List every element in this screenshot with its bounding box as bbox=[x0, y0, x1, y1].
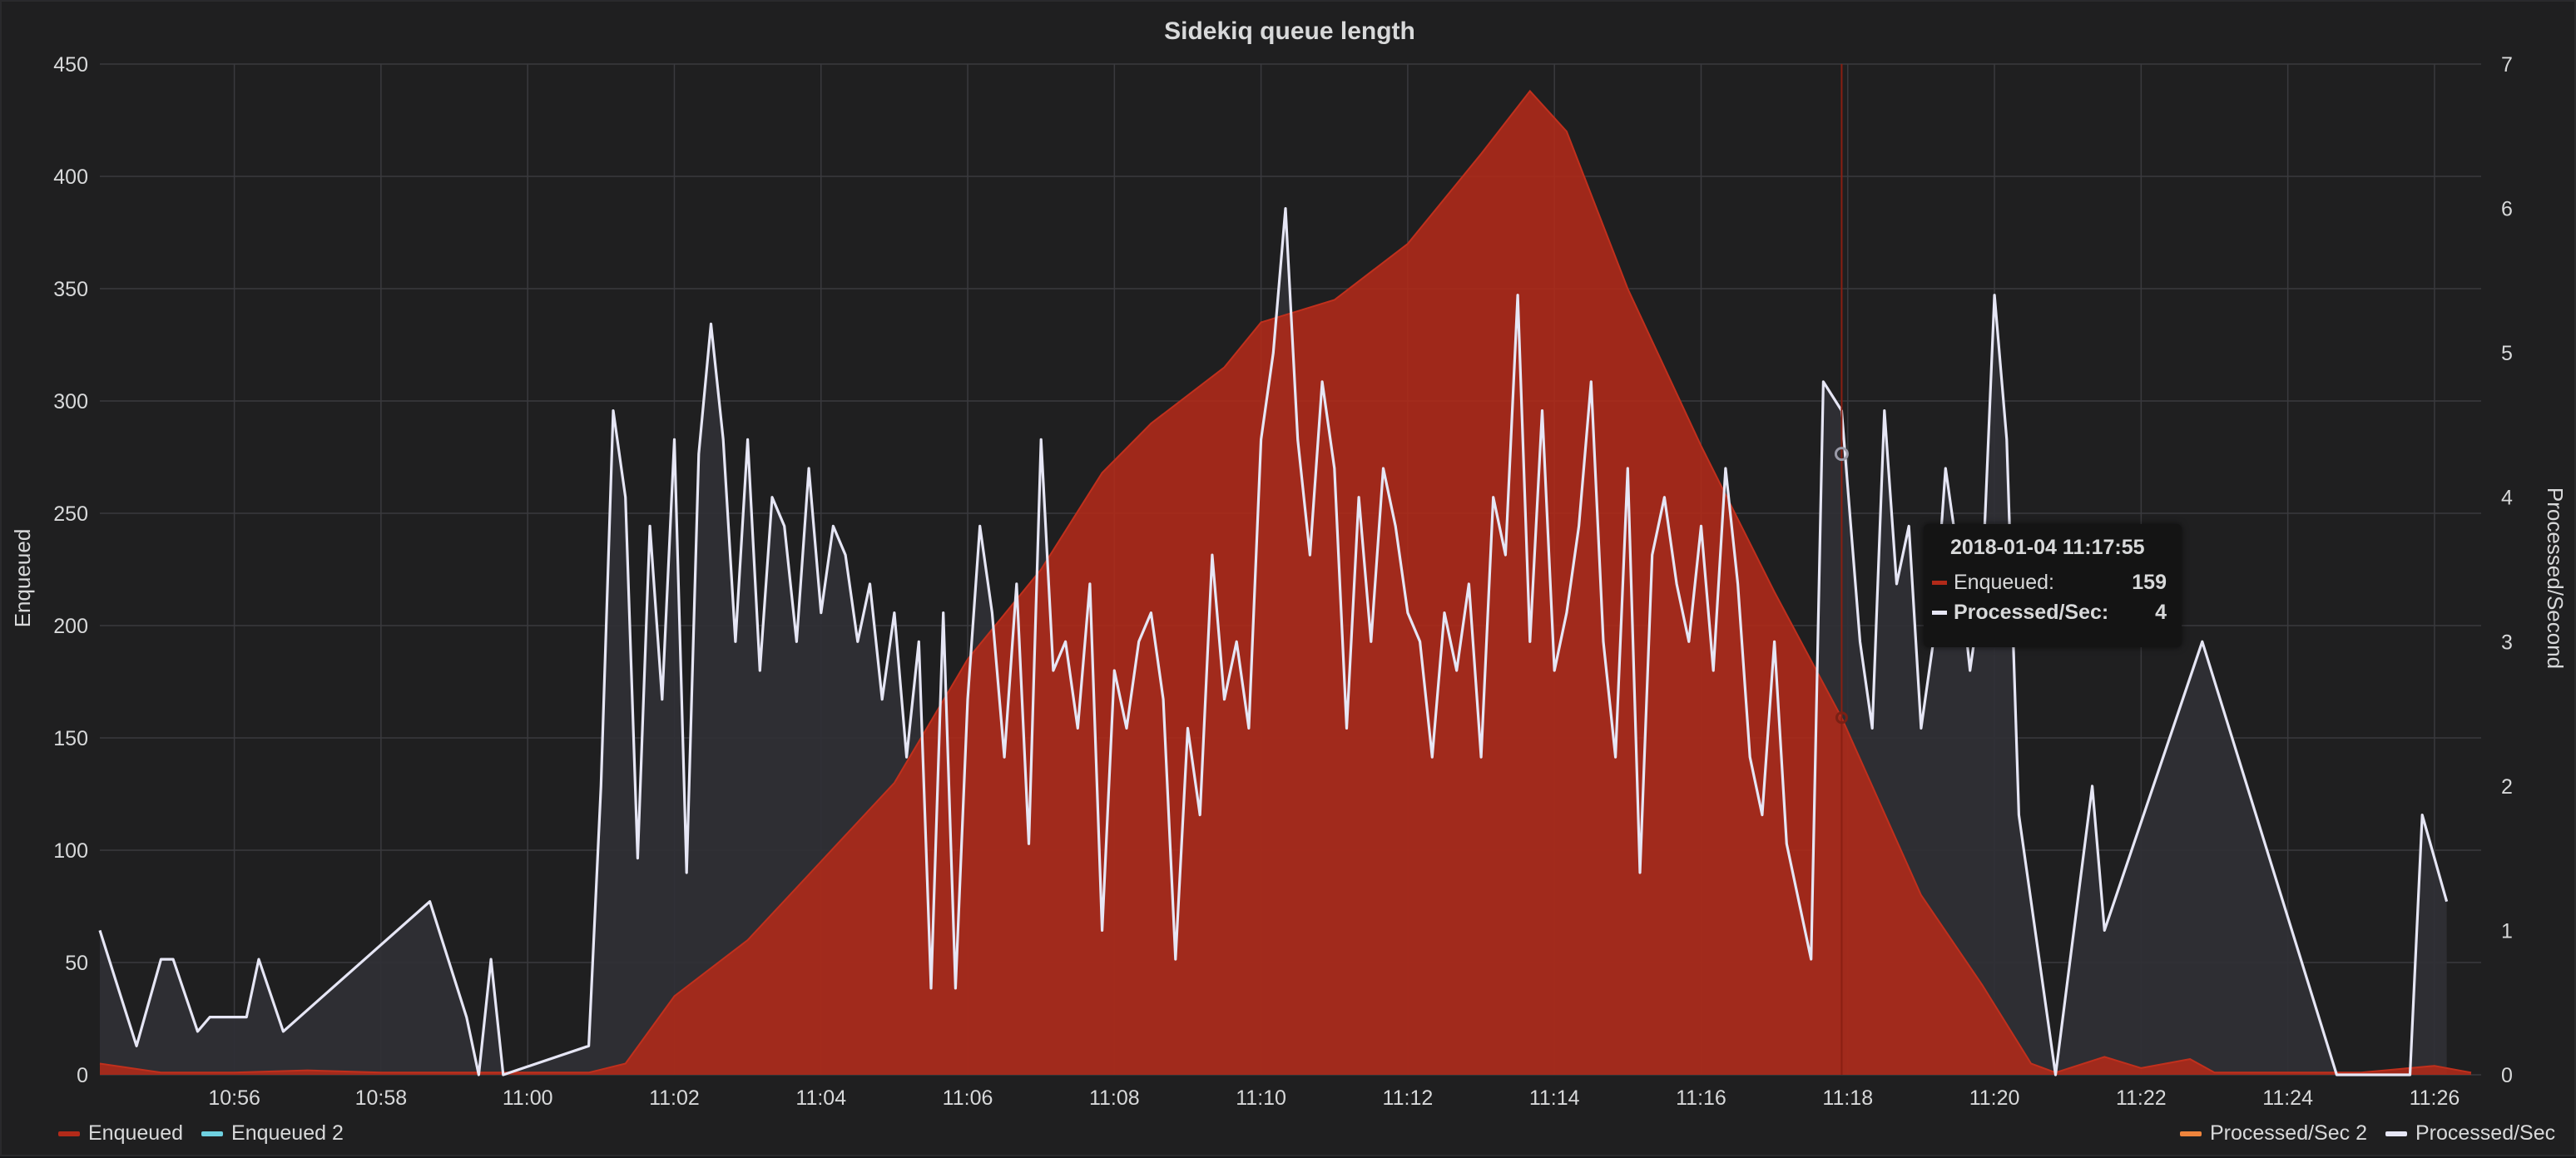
legend-right: Processed/Sec 2 Processed/Sec bbox=[2180, 1121, 2555, 1146]
hover-marker-enqueued bbox=[1835, 711, 1848, 725]
axis-ticks: 0 50 100 150 200 250 300 350 400 450 0 1 2 3 4 5 6 7 10:56… bbox=[53, 53, 2513, 1110]
y-tick-label-right: 5 bbox=[2501, 342, 2513, 365]
legend-item-enqueued[interactable]: Enqueued bbox=[58, 1121, 183, 1146]
legend-label: Enqueued bbox=[88, 1121, 184, 1145]
legend-label: Processed/Sec bbox=[2415, 1121, 2556, 1145]
y-tick-label-right: 3 bbox=[2501, 631, 2513, 654]
legend-swatch bbox=[58, 1131, 80, 1136]
tooltip-series-value: 159 bbox=[2132, 570, 2167, 594]
x-tick-label: 11:16 bbox=[1676, 1086, 1726, 1110]
tooltip-row-processed: Processed/Sec: 4 bbox=[1932, 599, 2167, 626]
x-tick-label: 11:04 bbox=[795, 1086, 846, 1110]
x-tick-label: 11:10 bbox=[1236, 1086, 1286, 1110]
legend-item-processed-sec[interactable]: Processed/Sec bbox=[2385, 1121, 2555, 1146]
x-tick-label: 11:00 bbox=[503, 1086, 553, 1110]
x-tick-label: 11:24 bbox=[2262, 1086, 2313, 1110]
tooltip-swatch bbox=[1932, 580, 1947, 585]
y-tick-label-left: 300 bbox=[53, 390, 88, 413]
processed-sec-line bbox=[98, 207, 2449, 1076]
y-tick-label-right: 4 bbox=[2501, 487, 2513, 510]
legend-label: Enqueued 2 bbox=[231, 1121, 344, 1145]
legend-item-processed-sec-2[interactable]: Processed/Sec 2 bbox=[2180, 1121, 2367, 1146]
series-areas bbox=[100, 91, 2471, 1076]
x-tick-label: 10:58 bbox=[355, 1086, 408, 1110]
x-tick-label: 11:18 bbox=[1822, 1086, 1873, 1110]
x-tick-label: 11:06 bbox=[943, 1086, 993, 1110]
x-tick-label: 11:08 bbox=[1089, 1086, 1140, 1110]
x-tick-label: 11:02 bbox=[649, 1086, 700, 1110]
tooltip-series-name: Processed/Sec: bbox=[1954, 600, 2109, 624]
y-tick-label-left: 0 bbox=[77, 1064, 88, 1087]
panel-title[interactable]: Sidekiq queue length bbox=[1164, 17, 1415, 45]
x-tick-label: 11:22 bbox=[2116, 1086, 2167, 1110]
y-tick-label-left: 400 bbox=[53, 166, 88, 189]
x-tick-label: 11:12 bbox=[1383, 1086, 1434, 1110]
legend-item-enqueued-2[interactable]: Enqueued 2 bbox=[201, 1121, 344, 1146]
legend-left: Enqueued Enqueued 2 bbox=[58, 1121, 362, 1146]
enqueued-line bbox=[99, 89, 2472, 1074]
y-tick-label-left: 250 bbox=[53, 502, 88, 526]
y-axis-left-label: Enqueued bbox=[10, 529, 35, 628]
hover-crosshair bbox=[1834, 64, 1849, 1075]
y-tick-label-left: 200 bbox=[53, 615, 88, 638]
tooltip-series-name: Enqueued: bbox=[1954, 570, 2054, 594]
y-tick-label-right: 7 bbox=[2501, 53, 2513, 77]
x-tick-label: 10:56 bbox=[208, 1086, 260, 1110]
y-tick-label-left: 50 bbox=[65, 952, 88, 975]
legend-label: Processed/Sec 2 bbox=[2210, 1121, 2367, 1145]
tooltip-time: 2018-01-04 11:17:55 bbox=[1950, 536, 2145, 559]
tooltip-series-value: 4 bbox=[2155, 600, 2167, 624]
hover-marker-processed bbox=[1834, 447, 1849, 462]
y-tick-label-left: 100 bbox=[53, 839, 88, 863]
series-lines bbox=[98, 89, 2472, 1076]
x-tick-label: 11:14 bbox=[1529, 1086, 1580, 1110]
y-tick-label-right: 2 bbox=[2501, 775, 2513, 799]
tooltip-row-enqueued: Enqueued: 159 bbox=[1932, 569, 2167, 596]
y-tick-label-left: 150 bbox=[53, 727, 88, 750]
y-tick-label-right: 0 bbox=[2501, 1064, 2513, 1087]
y-tick-label-right: 6 bbox=[2501, 198, 2513, 221]
legend-swatch bbox=[2180, 1131, 2202, 1136]
tooltip-swatch bbox=[1932, 610, 1947, 615]
x-tick-label: 11:20 bbox=[1969, 1086, 2020, 1110]
hover-tooltip: 2018-01-04 11:17:55 Enqueued: 159 Proces… bbox=[1924, 524, 2182, 647]
legend-swatch bbox=[201, 1131, 224, 1136]
enqueued-area bbox=[100, 91, 2471, 1075]
x-tick-label: 11:26 bbox=[2410, 1086, 2460, 1110]
y-axis-right-label: Processed/Second bbox=[2543, 487, 2568, 669]
y-tick-label-left: 450 bbox=[53, 53, 88, 77]
y-tick-label-left: 350 bbox=[53, 278, 88, 301]
y-tick-label-right: 1 bbox=[2501, 919, 2513, 943]
legend-swatch bbox=[2385, 1131, 2407, 1136]
